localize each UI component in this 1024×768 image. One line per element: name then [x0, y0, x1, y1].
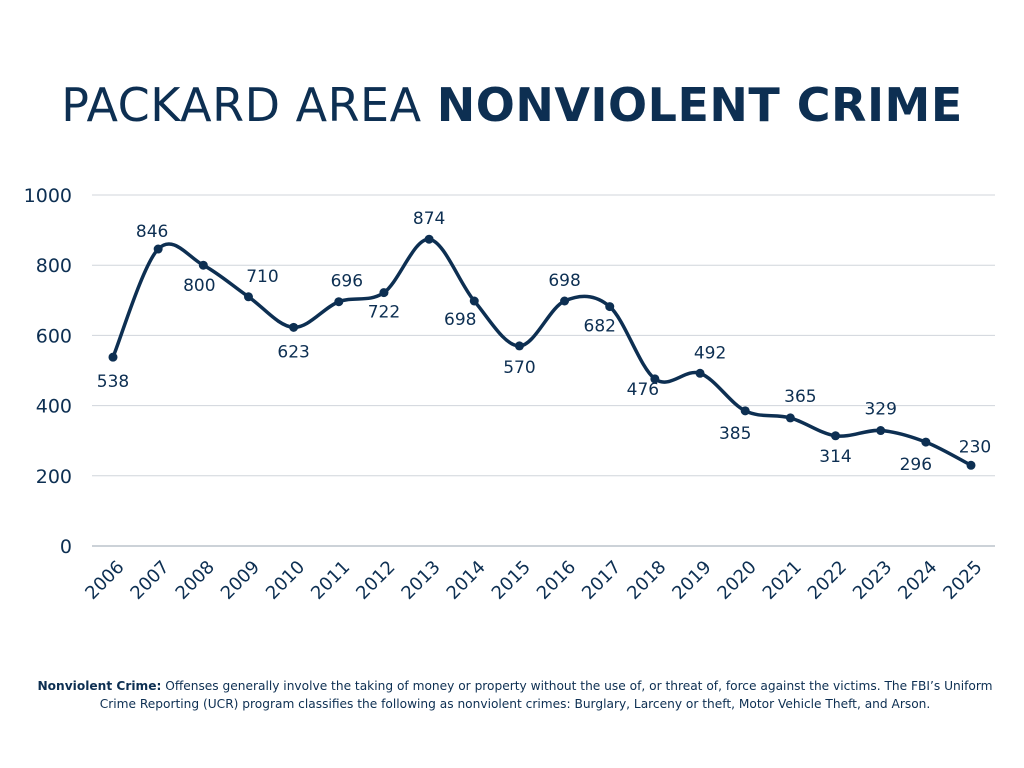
x-tick-label: 2009	[217, 557, 264, 604]
y-tick-label: 0	[60, 536, 72, 558]
x-tick-label: 2010	[262, 557, 309, 604]
data-point	[469, 296, 479, 306]
title-bold: NONVIOLENT CRIME	[436, 78, 963, 132]
series-line	[111, 237, 972, 467]
data-point	[108, 352, 118, 362]
x-tick-label: 2019	[668, 557, 715, 604]
x-tick-label: 2013	[397, 557, 444, 604]
x-tick-label: 2006	[81, 557, 128, 604]
data-point	[876, 426, 886, 436]
footnote-text: Offenses generally involve the taking of…	[99, 679, 993, 711]
data-label: 696	[331, 272, 363, 292]
data-label: 570	[503, 358, 535, 378]
data-point	[379, 288, 389, 298]
data-label: 710	[246, 267, 278, 287]
x-tick-label: 2011	[307, 557, 354, 604]
data-point	[831, 431, 841, 441]
data-label: 846	[136, 222, 168, 242]
x-tick-label: 2021	[759, 557, 806, 604]
data-label: 698	[444, 310, 476, 330]
data-label: 682	[584, 317, 616, 337]
data-point	[289, 322, 299, 332]
data-label: 329	[864, 400, 896, 420]
data-point	[966, 460, 976, 470]
y-tick-label: 1000	[24, 185, 72, 207]
data-label: 314	[819, 447, 851, 467]
data-label: 874	[413, 209, 445, 229]
x-tick-label: 2014	[443, 557, 490, 604]
x-tick-label: 2008	[172, 557, 219, 604]
x-tick-label: 2016	[533, 557, 580, 604]
data-label: 722	[368, 303, 400, 323]
data-label: 698	[548, 271, 580, 291]
data-point	[243, 292, 253, 302]
x-tick-label: 2022	[804, 557, 851, 604]
data-point	[695, 368, 705, 378]
x-tick-label: 2020	[714, 557, 761, 604]
data-label: 800	[183, 276, 215, 296]
y-tick-label: 200	[36, 466, 72, 488]
data-label: 476	[627, 380, 659, 400]
y-tick-label: 400	[36, 396, 72, 418]
x-tick-label: 2025	[939, 557, 986, 604]
footnote: Nonviolent Crime: Offenses generally inv…	[20, 677, 1010, 713]
data-point	[560, 296, 570, 306]
title-regular: PACKARD AREA	[61, 78, 437, 132]
y-tick-label: 800	[36, 255, 72, 277]
data-point	[334, 297, 344, 307]
data-label: 365	[784, 387, 816, 407]
data-label: 230	[959, 437, 991, 457]
x-tick-label: 2024	[894, 557, 941, 604]
data-label: 296	[900, 455, 932, 475]
data-point	[740, 406, 750, 416]
data-point	[785, 413, 795, 423]
x-tick-label: 2007	[126, 557, 173, 604]
chart-title: PACKARD AREA NONVIOLENT CRIME	[0, 78, 1024, 132]
data-label: 385	[719, 424, 751, 444]
data-label: 492	[694, 343, 726, 363]
data-point	[153, 244, 163, 254]
x-tick-label: 2015	[488, 557, 535, 604]
x-tick-label: 2012	[352, 557, 399, 604]
data-point	[650, 374, 660, 384]
data-label: 538	[97, 372, 129, 392]
x-tick-label: 2023	[849, 557, 896, 604]
y-tick-label: 600	[36, 325, 72, 347]
data-point	[514, 341, 524, 351]
x-tick-label: 2017	[578, 557, 625, 604]
data-point	[424, 234, 434, 244]
data-point	[921, 437, 931, 447]
data-point	[605, 302, 615, 312]
data-point	[198, 260, 208, 270]
data-label: 623	[277, 342, 309, 362]
footnote-term: Nonviolent Crime:	[37, 679, 162, 693]
x-tick-label: 2018	[623, 557, 670, 604]
